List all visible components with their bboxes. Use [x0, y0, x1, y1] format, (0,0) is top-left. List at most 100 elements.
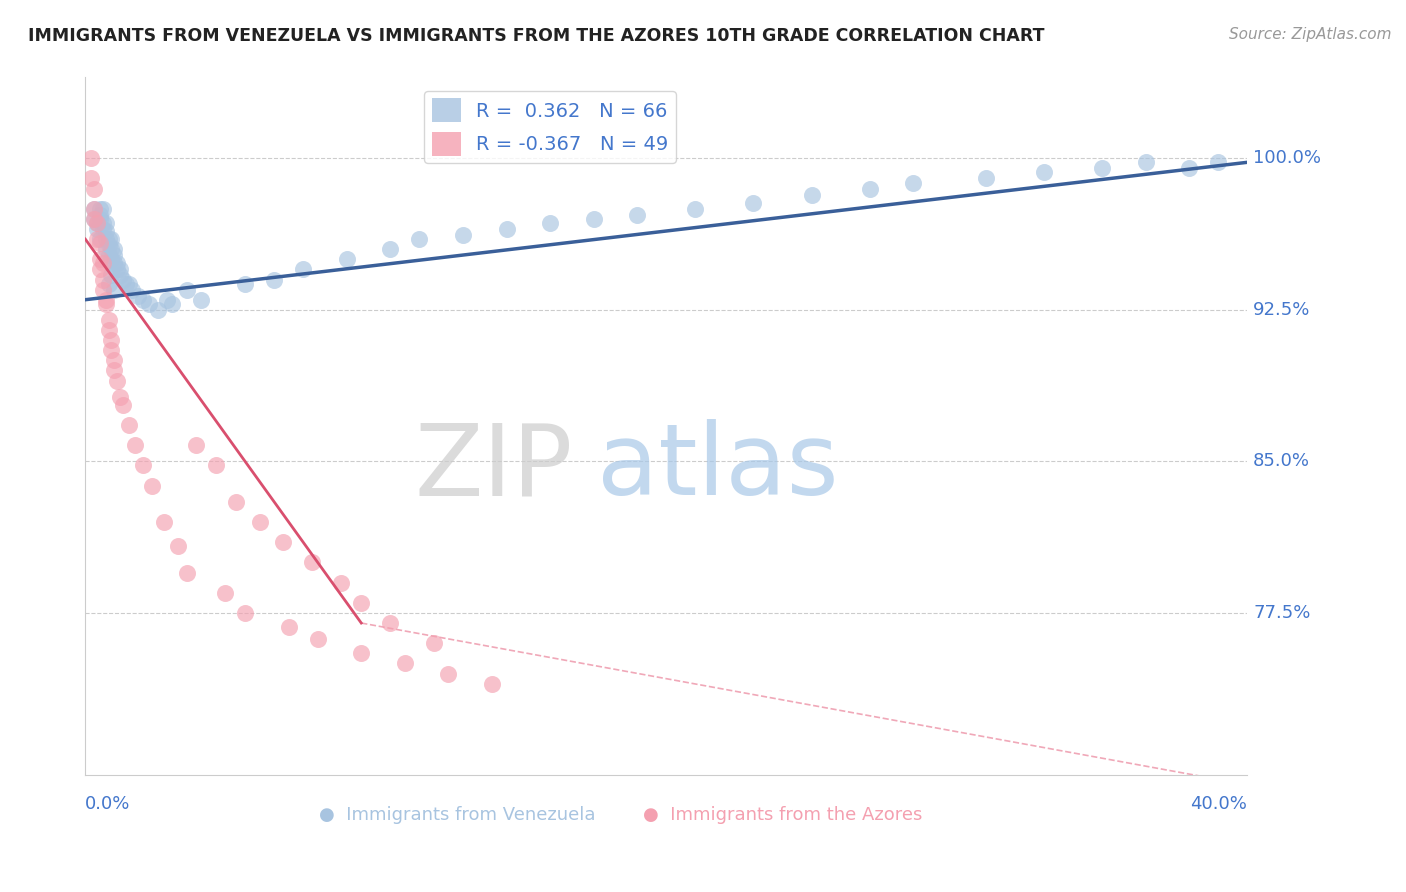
Point: [380, 242, 402, 256]
Point: [329, 575, 352, 590]
Point: [277, 620, 299, 634]
Point: [83, 181, 105, 195]
Point: [1091, 161, 1114, 176]
Text: ●  Immigrants from Venezuela: ● Immigrants from Venezuela: [319, 806, 595, 824]
Point: [100, 242, 122, 256]
Point: [103, 363, 125, 377]
Point: [91, 283, 114, 297]
Point: [118, 277, 141, 291]
Point: [94, 242, 117, 256]
Point: [685, 202, 707, 216]
Point: [176, 566, 198, 580]
Point: [105, 262, 128, 277]
Text: atlas: atlas: [596, 419, 838, 516]
Legend: R =  0.362   N = 66, R = -0.367   N = 49: R = 0.362 N = 66, R = -0.367 N = 49: [423, 91, 676, 163]
Point: [233, 277, 256, 291]
Point: [83, 202, 105, 216]
Point: [80, 171, 103, 186]
Point: [103, 242, 125, 256]
Point: [83, 202, 105, 216]
Point: [91, 256, 114, 270]
Point: [115, 277, 138, 291]
Point: [271, 535, 294, 549]
Point: [132, 293, 155, 307]
Point: [138, 297, 160, 311]
Point: [112, 272, 135, 286]
Point: [336, 252, 359, 267]
Point: [91, 216, 114, 230]
Point: [176, 283, 198, 297]
Point: [408, 232, 430, 246]
Point: [582, 211, 605, 226]
Point: [263, 272, 285, 286]
Text: 92.5%: 92.5%: [1253, 301, 1310, 318]
Point: [91, 222, 114, 236]
Point: [1206, 155, 1229, 169]
Point: [103, 283, 125, 297]
Point: [495, 222, 517, 236]
Point: [118, 417, 141, 432]
Point: [89, 211, 111, 226]
Point: [97, 323, 120, 337]
Point: [112, 398, 135, 412]
Point: [301, 555, 323, 569]
Point: [350, 646, 373, 660]
Point: [89, 262, 111, 277]
Point: [105, 374, 128, 388]
Point: [80, 151, 103, 165]
Point: [94, 297, 117, 311]
Text: 100.0%: 100.0%: [1253, 149, 1322, 168]
Point: [100, 343, 122, 358]
Point: [152, 515, 174, 529]
Point: [800, 187, 823, 202]
Point: [423, 636, 446, 650]
Point: [184, 438, 207, 452]
Text: ZIP: ZIP: [415, 419, 574, 516]
Point: [124, 438, 146, 452]
Point: [83, 211, 105, 226]
Point: [901, 176, 924, 190]
Point: [1178, 161, 1201, 176]
Point: [146, 302, 169, 317]
Point: [86, 232, 108, 246]
Point: [86, 222, 108, 236]
Point: [307, 632, 329, 647]
Point: [91, 272, 114, 286]
Text: ●  Immigrants from the Azores: ● Immigrants from the Azores: [643, 806, 922, 824]
Point: [97, 232, 120, 246]
Text: 0.0%: 0.0%: [86, 796, 131, 814]
Point: [249, 515, 271, 529]
Text: 85.0%: 85.0%: [1253, 452, 1310, 470]
Point: [100, 333, 122, 347]
Point: [380, 615, 402, 630]
Point: [89, 232, 111, 246]
Point: [94, 293, 117, 307]
Point: [105, 256, 128, 270]
Point: [538, 216, 561, 230]
Point: [626, 208, 648, 222]
Point: [214, 585, 236, 599]
Text: 77.5%: 77.5%: [1253, 604, 1310, 622]
Point: [156, 293, 179, 307]
Point: [167, 539, 190, 553]
Point: [1135, 155, 1157, 169]
Point: [132, 458, 155, 473]
Point: [190, 293, 212, 307]
Point: [89, 252, 111, 267]
Point: [86, 216, 108, 230]
Point: [108, 390, 131, 404]
Point: [451, 228, 474, 243]
Point: [83, 211, 105, 226]
Point: [1032, 165, 1054, 179]
Text: Source: ZipAtlas.com: Source: ZipAtlas.com: [1229, 27, 1392, 42]
Point: [103, 353, 125, 368]
Point: [89, 236, 111, 251]
Point: [205, 458, 228, 473]
Point: [742, 195, 765, 210]
Point: [141, 478, 163, 492]
Point: [103, 256, 125, 270]
Point: [100, 232, 122, 246]
Point: [86, 216, 108, 230]
Point: [100, 252, 122, 267]
Point: [127, 288, 149, 302]
